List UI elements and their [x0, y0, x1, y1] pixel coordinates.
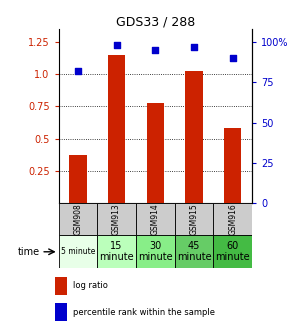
Bar — [55, 303, 67, 321]
Point — [76, 69, 80, 74]
Bar — [55, 277, 67, 295]
Point — [153, 48, 158, 53]
Text: log ratio: log ratio — [73, 281, 108, 290]
Bar — [175, 203, 213, 235]
Bar — [59, 235, 97, 268]
Bar — [213, 235, 252, 268]
Text: GSM915: GSM915 — [190, 203, 198, 235]
Bar — [185, 71, 203, 203]
Bar — [136, 203, 175, 235]
Bar — [97, 203, 136, 235]
Text: GSM914: GSM914 — [151, 203, 160, 235]
Text: 60
minute: 60 minute — [215, 241, 250, 262]
Title: GDS33 / 288: GDS33 / 288 — [116, 15, 195, 28]
Bar — [69, 155, 87, 203]
Text: percentile rank within the sample: percentile rank within the sample — [73, 308, 215, 317]
Bar — [97, 235, 136, 268]
Text: GSM916: GSM916 — [228, 203, 237, 235]
Bar — [59, 203, 97, 235]
Text: 30
minute: 30 minute — [138, 241, 173, 262]
Point — [192, 44, 196, 50]
Point — [230, 56, 235, 61]
Point — [114, 43, 119, 48]
Text: time: time — [18, 247, 40, 257]
Text: 45
minute: 45 minute — [177, 241, 211, 262]
Text: 15
minute: 15 minute — [99, 241, 134, 262]
Bar — [146, 103, 164, 203]
Text: GSM913: GSM913 — [112, 203, 121, 235]
Bar — [224, 128, 241, 203]
Text: GSM908: GSM908 — [74, 203, 82, 235]
Bar — [213, 203, 252, 235]
Bar — [175, 235, 213, 268]
Bar — [108, 55, 125, 203]
Text: 5 minute: 5 minute — [61, 247, 95, 256]
Bar — [136, 235, 175, 268]
